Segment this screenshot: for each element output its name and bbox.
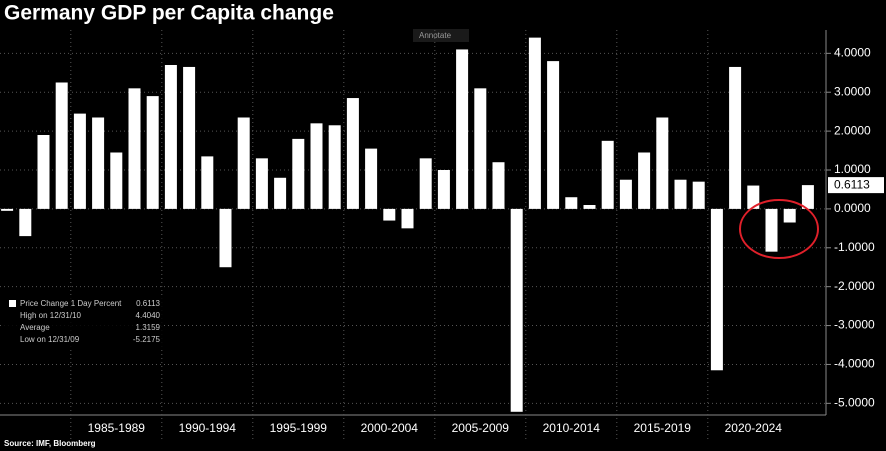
chart-title: Germany GDP per Capita change: [4, 2, 334, 25]
x-group-label: 2005-2009: [452, 421, 510, 435]
bar: [528, 37, 541, 209]
legend-value: 0.6113: [136, 299, 160, 308]
bar: [219, 208, 232, 268]
legend-value: 4.4040: [136, 311, 161, 320]
bar: [583, 205, 596, 209]
bar: [92, 117, 105, 209]
highlight-circle: [739, 199, 819, 259]
y-tick-label: -3.0000: [834, 318, 875, 332]
legend-value: -5.2175: [133, 335, 161, 344]
bar: [747, 185, 760, 209]
x-group-label: 2020-2024: [725, 421, 783, 435]
legend-label: High on 12/31/10: [20, 311, 81, 320]
bar: [128, 88, 141, 209]
bar: [37, 135, 50, 209]
x-group-label: 2000-2004: [361, 421, 419, 435]
bar: [674, 179, 687, 209]
legend-swatch: [9, 300, 16, 307]
bar: [110, 152, 123, 209]
y-tick-label: 0.0000: [834, 201, 871, 215]
y-tick-label: -5.0000: [834, 396, 875, 410]
x-group-label: 1995-1999: [270, 421, 328, 435]
bar: [619, 179, 632, 209]
legend-value: 1.3159: [136, 323, 161, 332]
x-group-label: 1990-1994: [179, 421, 237, 435]
legend-label: Price Change 1 Day Percent: [20, 299, 122, 308]
bar: [510, 208, 523, 412]
bar: [19, 208, 32, 237]
last-value-label: 0.6113: [834, 177, 870, 191]
legend-label: Average: [20, 323, 50, 332]
bar: [765, 208, 778, 252]
bar: [729, 66, 742, 209]
bar: [346, 98, 359, 209]
legend-box: [4, 296, 164, 348]
bar: [55, 82, 68, 209]
x-group-label: 2010-2014: [543, 421, 601, 435]
annotate-button[interactable]: [413, 29, 469, 42]
bar: [401, 208, 414, 229]
x-group-label: 2015-2019: [634, 421, 692, 435]
bar: [310, 123, 323, 209]
y-tick-label: 3.0000: [834, 84, 871, 98]
bar: [638, 152, 651, 209]
bar: [73, 113, 86, 209]
y-tick-label: -1.0000: [834, 240, 875, 254]
bar: [365, 148, 378, 209]
y-tick-label: 4.0000: [834, 46, 871, 60]
bar: [474, 88, 487, 209]
x-group-label: 1985-1989: [88, 421, 146, 435]
legend-label: Low on 12/31/09: [20, 335, 80, 344]
y-tick-label: -2.0000: [834, 279, 875, 293]
bar: [547, 61, 560, 209]
bar: [237, 117, 250, 209]
bar: [565, 197, 578, 209]
bar: [292, 138, 305, 209]
bar: [656, 117, 669, 209]
bar: [783, 208, 796, 223]
bar: [255, 158, 268, 209]
bar: [456, 49, 469, 209]
bar: [383, 208, 396, 221]
bar: [710, 208, 723, 371]
bar: [328, 125, 341, 209]
bar: [201, 156, 214, 209]
y-tick-label: 2.0000: [834, 123, 871, 137]
bar: [692, 181, 705, 209]
bar: [146, 96, 159, 209]
bar: [274, 177, 287, 209]
source: Source: IMF, Bloomberg: [4, 439, 96, 448]
bar: [183, 66, 196, 209]
bar: [1, 208, 14, 211]
bar: [801, 185, 814, 209]
last-value-tag: [828, 177, 884, 194]
bar: [164, 65, 177, 209]
bar: [601, 140, 614, 209]
annotate-label[interactable]: Annotate: [419, 31, 452, 40]
y-tick-label: -4.0000: [834, 357, 875, 371]
bar: [492, 162, 505, 209]
bar: [419, 158, 432, 209]
bar: [437, 170, 450, 209]
y-tick-label: 1.0000: [834, 162, 871, 176]
